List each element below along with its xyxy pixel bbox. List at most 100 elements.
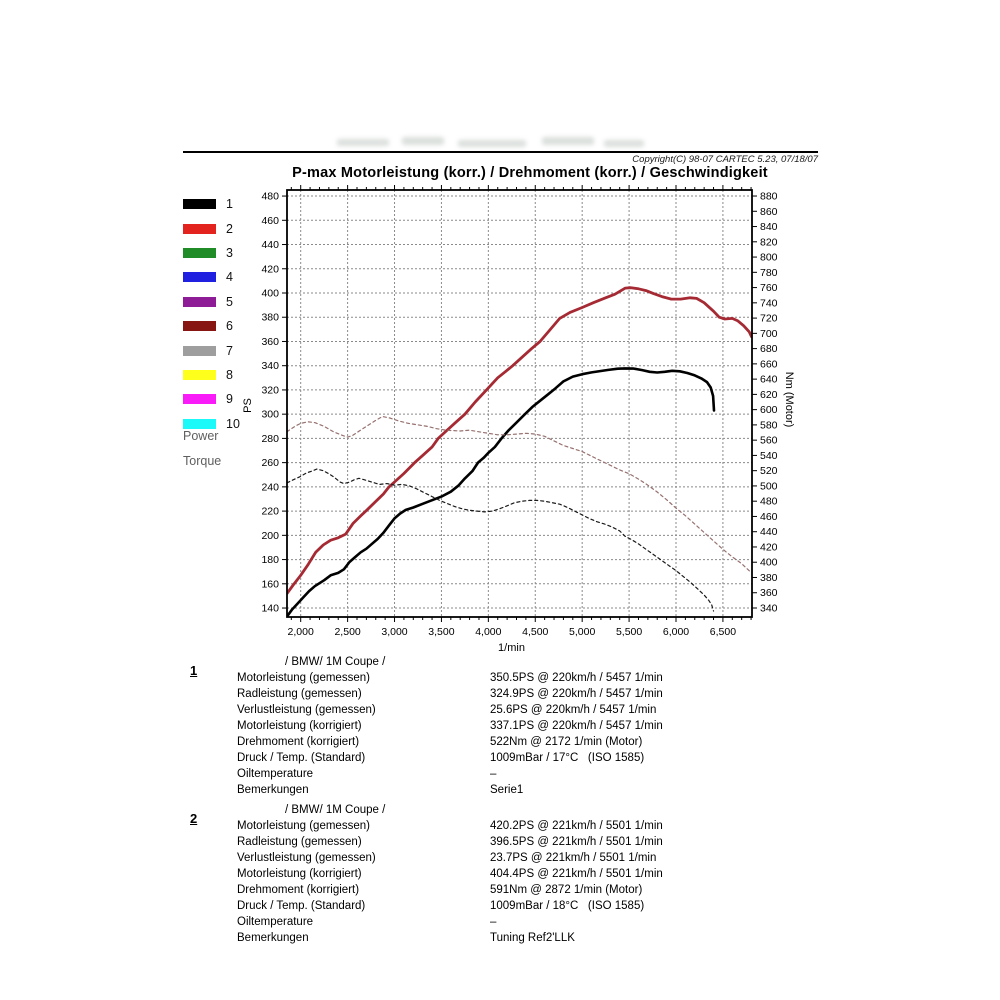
- y-right-tick-label: 720: [760, 313, 778, 325]
- y-right-tick-label: 660: [760, 358, 778, 370]
- y-right-tick-label: 580: [760, 419, 778, 431]
- y-left-tick-label: 160: [261, 578, 279, 590]
- result-value: –: [490, 768, 497, 780]
- result-label: Oiltemperature: [237, 768, 314, 780]
- legend-item-number: 1: [226, 197, 233, 212]
- blurred-header-redaction: [604, 140, 644, 147]
- result-value: 25.6PS @ 220km/h / 5457 1/min: [490, 704, 657, 716]
- y-left-tick-label: 360: [261, 336, 279, 348]
- y-left-tick-label: 300: [261, 409, 279, 421]
- result-label: Motorleistung (korrigiert): [237, 720, 362, 732]
- legend-swatch-2: [183, 223, 216, 234]
- x-tick-label: 4,000: [475, 626, 501, 638]
- legend-item-4: 4: [183, 265, 240, 289]
- blurred-header-redaction: [402, 137, 444, 145]
- result-row: Radleistung (gemessen) 324.9PS @ 220km/h …: [190, 686, 830, 702]
- y-right-tick-label: 480: [760, 496, 778, 508]
- y-left-tick-label: 440: [261, 239, 279, 251]
- y-right-tick-label: 560: [760, 435, 778, 447]
- result-value: 591Nm @ 2872 1/min (Motor): [490, 884, 643, 896]
- legend-item-8: 8: [183, 363, 240, 387]
- legend-item-9: 9: [183, 387, 240, 411]
- y-right-tick-label: 420: [760, 541, 778, 553]
- legend-swatch-1: [183, 199, 216, 210]
- result-row: Druck / Temp. (Standard) 1009mBar / 18°C …: [190, 898, 830, 914]
- result-row: Oiltemperature –: [190, 914, 830, 930]
- y-right-tick-label: 620: [760, 389, 778, 401]
- result-label: Oiltemperature: [237, 916, 314, 928]
- legend-item-number: 2: [226, 221, 233, 236]
- legend-item-2: 2: [183, 216, 240, 240]
- dyno-chart: 2,000 2,500 3,000 3,500 4,000 4,500 5,000 5,500…: [230, 183, 830, 663]
- y-right-tick-label: 360: [760, 587, 778, 599]
- y-right-tick-label: 440: [760, 526, 778, 538]
- y-left-tick-label: 320: [261, 384, 279, 396]
- chart-title: P-max Motorleistung (korr.) / Drehmoment…: [292, 165, 768, 181]
- legend-item-number: 9: [226, 392, 233, 407]
- result-value: 1009mBar / 18°C (ISO 1585): [490, 900, 645, 912]
- header-rule: [183, 151, 818, 153]
- y-right-tick-label: 540: [760, 450, 778, 462]
- result-label: Bemerkungen: [237, 932, 309, 944]
- legend-swatch-8: [183, 369, 216, 380]
- legend-item-number: 8: [226, 367, 233, 382]
- y-right-tick-label: 500: [760, 480, 778, 492]
- result-label: Druck / Temp. (Standard): [237, 752, 366, 764]
- result-row: Bemerkungen Serie1: [190, 782, 830, 798]
- x-tick-label: 6,500: [710, 626, 736, 638]
- result-label: Bemerkungen: [237, 784, 309, 796]
- x-tick-label: 5,500: [616, 626, 642, 638]
- x-tick-label: 4,500: [522, 626, 548, 638]
- y-left-tick-label: 240: [261, 481, 279, 493]
- y-left-tick-label: 220: [261, 506, 279, 518]
- y-right-tick-label: 520: [760, 465, 778, 477]
- result-row: Radleistung (gemessen) 396.5PS @ 221km/h …: [190, 834, 830, 850]
- result-value: 420.2PS @ 221km/h / 5501 1/min: [490, 820, 663, 832]
- result-label: Verlustleistung (gemessen): [237, 852, 376, 864]
- result-label: Drehmoment (korrigiert): [237, 736, 360, 748]
- legend-item-10: 10: [183, 412, 240, 436]
- result-label: Drehmoment (korrigiert): [237, 884, 360, 896]
- result-row: Motorleistung (gemessen) 350.5PS @ 220km/…: [190, 670, 830, 686]
- blurred-header-redaction: [458, 140, 526, 147]
- y-right-tick-label: 400: [760, 557, 778, 569]
- legend-item-7: 7: [183, 338, 240, 362]
- y-right-tick-label: 460: [760, 511, 778, 523]
- result-label: Motorleistung (korrigiert): [237, 868, 362, 880]
- x-tick-label: 6,000: [663, 626, 689, 638]
- y-right-tick-label: 340: [760, 602, 778, 614]
- y-left-tick-label: 340: [261, 360, 279, 372]
- run-number: 1: [190, 663, 198, 678]
- run-number: 2: [190, 811, 198, 826]
- y-right-tick-label: 820: [760, 236, 778, 248]
- legend-item-number: 6: [226, 319, 233, 334]
- result-row: Drehmoment (korrigiert) 591Nm @ 2872 1/mi…: [190, 882, 830, 898]
- result-label: Verlustleistung (gemessen): [237, 704, 376, 716]
- result-row: Verlustleistung (gemessen) 23.7PS @ 221km…: [190, 850, 830, 866]
- y-left-tick-label: 460: [261, 215, 279, 227]
- legend-swatch-7: [183, 345, 216, 356]
- y-left-tick-label: 280: [261, 433, 279, 445]
- legend-item-3: 3: [183, 241, 240, 265]
- copyright-text: Copyright(C) 98-07 CARTEC 5.23, 07/18/07: [632, 154, 818, 165]
- result-row: Motorleistung (korrigiert) 337.1PS @ 220k…: [190, 718, 830, 734]
- y-right-tick-label: 780: [760, 267, 778, 279]
- result-value: 324.9PS @ 220km/h / 5457 1/min: [490, 688, 663, 700]
- y-right-tick-label: 840: [760, 221, 778, 233]
- vehicle-header: / BMW/ 1M Coupe /: [285, 804, 386, 816]
- legend-swatch-3: [183, 247, 216, 258]
- legend-item-number: 4: [226, 270, 233, 285]
- result-value: 522Nm @ 2172 1/min (Motor): [490, 736, 643, 748]
- curve-power-run2: [287, 286, 752, 595]
- legend-torque-label: Torque: [183, 454, 222, 468]
- result-block-2: 2 / BMW/ 1M Coupe / Motorleistung (gemesse…: [190, 802, 830, 946]
- result-value: 337.1PS @ 220km/h / 5457 1/min: [490, 720, 663, 732]
- result-value: 1009mBar / 17°C (ISO 1585): [490, 752, 645, 764]
- result-row: Verlustleistung (gemessen) 25.6PS @ 220km…: [190, 702, 830, 718]
- result-row: Bemerkungen Tuning Ref2'LLK: [190, 930, 830, 946]
- result-value: 396.5PS @ 221km/h / 5501 1/min: [490, 836, 663, 848]
- curve-power-run1: [287, 367, 716, 617]
- legend-item-number: 7: [226, 343, 233, 358]
- y-right-tick-label: 740: [760, 297, 778, 309]
